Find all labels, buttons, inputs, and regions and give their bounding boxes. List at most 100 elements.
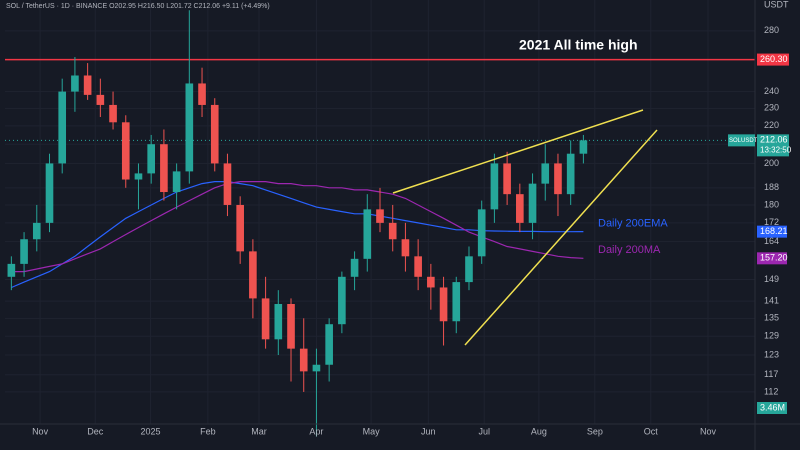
price-badge [757, 252, 787, 265]
candle-body [388, 222, 397, 240]
candle-body [338, 276, 346, 325]
candle-body [414, 256, 422, 277]
volume-label: 3.46M [760, 402, 785, 412]
candle-body [325, 324, 333, 365]
candle-body [312, 364, 321, 372]
candle-body [96, 94, 105, 105]
candle-body [223, 163, 232, 205]
ma-line [11, 181, 584, 273]
y-tick-label: 149 [764, 274, 779, 284]
x-tick-label: Mar [251, 426, 267, 436]
price-badge [757, 225, 787, 238]
candle-body [274, 303, 283, 340]
candle-body [299, 348, 308, 372]
candle-body [249, 251, 257, 299]
x-tick-label: Aug [531, 426, 547, 436]
trendline-upper [392, 109, 644, 194]
y-tick-label: 117 [764, 369, 778, 379]
x-tick-label: Sep [587, 426, 603, 436]
candle-body [261, 298, 270, 340]
candle-body [83, 75, 92, 95]
candle-body [71, 75, 79, 92]
ma-line [11, 181, 584, 289]
candle-body [490, 163, 499, 210]
candle-body [427, 276, 435, 288]
y-tick-label: 188 [764, 182, 779, 192]
price-badge-label: 168.21 [760, 226, 788, 236]
candle-body [477, 209, 486, 257]
candle-body [376, 209, 384, 223]
symbol-badge [728, 134, 755, 147]
candle-body [452, 282, 461, 322]
x-tick-label: May [363, 426, 381, 436]
candle-body [20, 239, 28, 264]
candle-body [121, 122, 130, 180]
overlays [5, 58, 755, 289]
candle-body [185, 83, 194, 172]
y-tick-label: 180 [764, 199, 779, 209]
x-tick-label: 2025 [141, 426, 161, 436]
candle-body [109, 104, 117, 123]
x-tick-label: Oct [644, 426, 659, 436]
price-badge [757, 134, 789, 157]
candle-body [134, 173, 143, 180]
candle-body [465, 256, 473, 283]
legend-entry: Daily 200MA [598, 244, 661, 256]
candle-body [198, 83, 206, 105]
candle-body [160, 144, 168, 193]
x-tick-label: Jul [478, 426, 490, 436]
price-badge-label: 212.06 [760, 135, 788, 145]
symbol-label: SOLUSDT [729, 138, 758, 144]
annotation: 2021 All time high [519, 36, 638, 52]
y-tick-label: 220 [764, 120, 779, 130]
y-tick-label: 135 [764, 313, 779, 323]
price-badge [757, 53, 789, 66]
candle-body [172, 171, 181, 193]
candle-body [566, 153, 575, 195]
candle-body [401, 239, 410, 257]
candle-body [147, 144, 155, 174]
candle-body [287, 303, 295, 349]
countdown: 13:32:50 [760, 145, 792, 154]
x-tick-label: Jun [421, 426, 436, 436]
y-tick-label: 240 [764, 86, 779, 96]
currency: USDT [764, 0, 789, 9]
y-tick-label: 123 [764, 349, 779, 359]
y-tick-label: 141 [764, 296, 779, 306]
candle-body [528, 183, 537, 223]
y-tick-label: 200 [764, 158, 779, 168]
y-tick-label: 129 [764, 331, 779, 341]
x-tick-label: Nov [700, 426, 717, 436]
candle-body [363, 209, 372, 259]
y-tick-label: 230 [764, 103, 779, 113]
price-badge-label: 260.30 [760, 54, 788, 64]
y-tick-label: 172 [764, 217, 779, 227]
y-tick-label: 112 [764, 386, 778, 396]
candles [7, 10, 588, 437]
candle-body [554, 163, 562, 195]
x-tick-label: Nov [32, 426, 49, 436]
x-tick-label: Dec [87, 426, 104, 436]
candle-body [32, 222, 41, 240]
candle-body [541, 163, 550, 184]
candle-body [58, 91, 67, 164]
candle-body [503, 163, 511, 195]
x-tick-label: Apr [309, 426, 323, 436]
candle-body [579, 140, 588, 154]
legend-entry: Daily 200EMA [598, 218, 668, 230]
candle-body [516, 194, 524, 223]
candle-body [236, 204, 244, 252]
candle-body [7, 263, 16, 277]
y-tick-label: 280 [764, 25, 779, 35]
header: SOL / TetherUS · 1D · BINANCE O202.95 H2… [6, 3, 270, 10]
volume-badge [757, 402, 787, 414]
labels: 2802402302202102001881801721641491411351… [32, 25, 792, 436]
candle-body [210, 104, 219, 164]
price-badge-label: 157.20 [760, 253, 788, 263]
trendline-lower [464, 129, 658, 346]
x-tick-label: Feb [200, 426, 216, 436]
candle-body [45, 163, 54, 223]
candle-body [350, 258, 359, 277]
